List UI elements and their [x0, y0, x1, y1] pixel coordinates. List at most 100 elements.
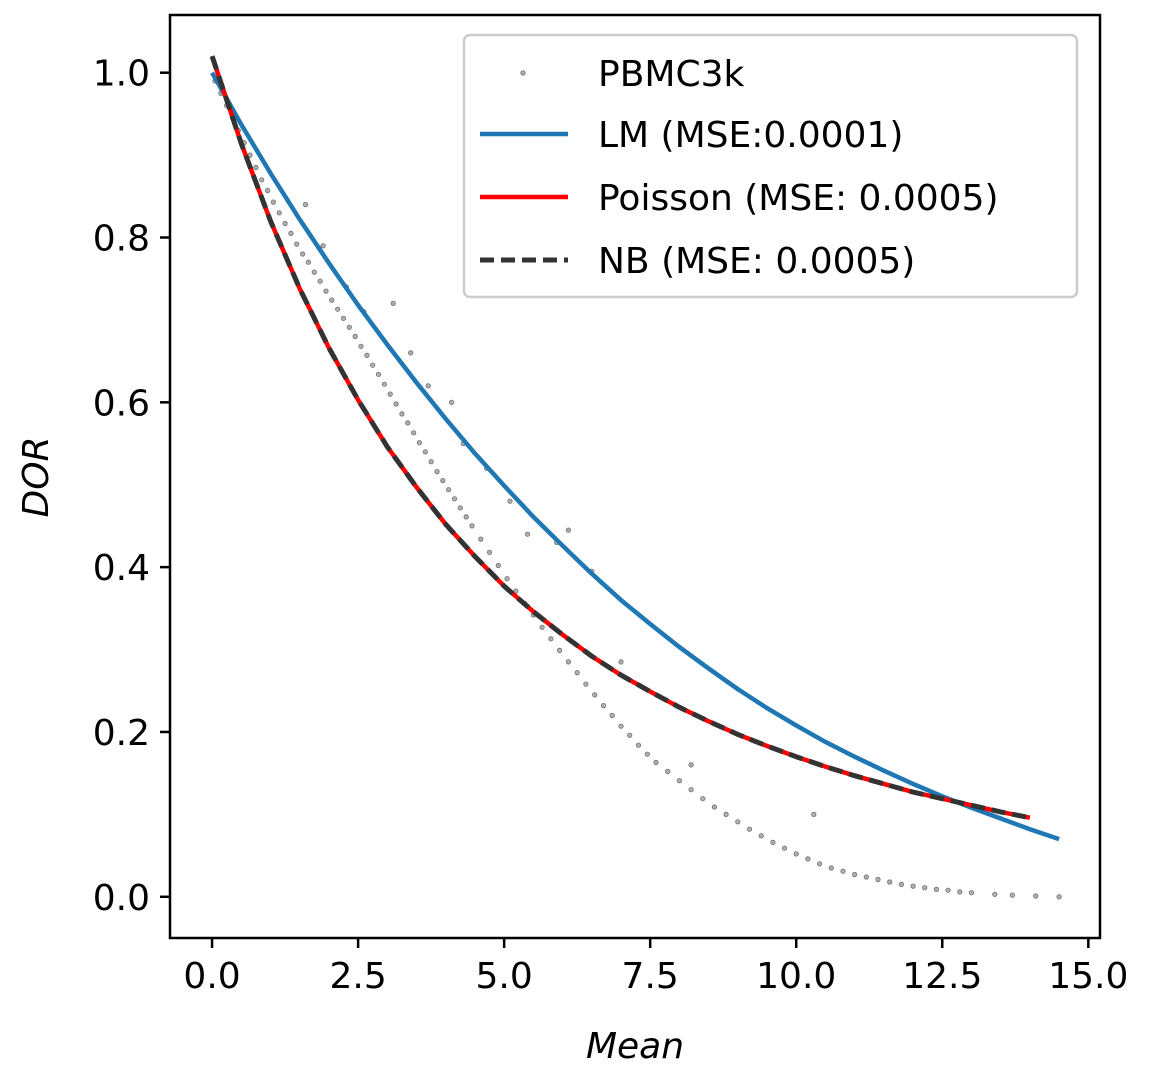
scatter-point [425, 383, 431, 389]
y-axis-title: DOR [16, 436, 57, 517]
scatter-point [653, 759, 659, 766]
scatter-point [495, 562, 501, 569]
scatter-point [320, 243, 326, 249]
scatter-point [486, 549, 493, 555]
scatter-point [957, 889, 963, 895]
data-group [209, 55, 1062, 900]
scatter-point [340, 315, 347, 321]
scatter-point [399, 411, 405, 417]
scatter-point [253, 164, 259, 171]
scatter-point [1009, 892, 1016, 898]
scatter-point [592, 692, 598, 698]
scatter-point [329, 297, 335, 303]
scatter-point [548, 636, 554, 642]
x-tick-label: 5.0 [476, 956, 533, 997]
scatter-point [618, 723, 624, 729]
x-tick-label: 12.5 [902, 956, 982, 997]
scatter-point [311, 269, 317, 275]
scatter-point [583, 681, 589, 687]
scatter-point [711, 804, 718, 810]
x-tick-label: 10.0 [756, 956, 836, 997]
scatter-point [410, 430, 417, 436]
scatter-point [539, 624, 545, 630]
scatter-point [346, 324, 352, 330]
legend-label: NB (MSE: 0.0005) [598, 241, 915, 282]
scatter-point [840, 868, 846, 874]
scatter-point [635, 742, 642, 748]
scatter-point [428, 459, 434, 465]
scatter-point [688, 762, 694, 768]
y-tick-label: 1.0 [93, 54, 150, 95]
y-tick-label: 0.8 [93, 219, 150, 260]
scatter-point [524, 531, 531, 537]
scatter-point [793, 851, 799, 857]
scatter-point [1033, 893, 1039, 899]
scatter-point [574, 669, 580, 676]
scatter-point [288, 230, 294, 236]
scatter-point [264, 187, 271, 194]
scatter-point [565, 527, 572, 533]
scatter-point [299, 251, 306, 257]
legend-label: LM (MSE:0.0001) [598, 115, 903, 156]
scatter-point [270, 199, 276, 205]
scatter-point [665, 768, 671, 775]
scatter-point [618, 659, 624, 665]
scatter-point [781, 845, 788, 851]
scatter-point [898, 881, 905, 888]
scatter-point [875, 876, 881, 883]
scatter-point [282, 220, 288, 227]
scatter-point [463, 514, 469, 520]
scatter-point [390, 300, 396, 306]
y-tick-label: 0.6 [93, 383, 150, 424]
scatter-point [851, 871, 858, 878]
scatter-point [323, 288, 329, 294]
x-tick-label: 15.0 [1048, 956, 1128, 997]
scatter-point [478, 536, 484, 542]
axes: 0.0 2.5 5.0 7.5 10.0 12.5 15.0 0.0 0.2 0.4 0.6 0.8 1… [93, 13, 1128, 997]
scatter-point [335, 306, 341, 312]
scatter-point [448, 399, 455, 405]
scatter-point [469, 523, 475, 529]
scatter-point [381, 381, 387, 387]
scatter-point [688, 787, 694, 793]
legend-label: Poisson (MSE: 0.0005) [598, 178, 999, 219]
x-tick-label: 2.5 [329, 956, 386, 997]
scatter-point [746, 826, 753, 832]
x-axis-title: Mean [586, 1026, 684, 1067]
scatter-point [887, 879, 893, 885]
scatter-point [600, 702, 607, 709]
scatter-point [387, 391, 393, 397]
scatter-point [565, 659, 572, 665]
scatter-point [375, 371, 382, 377]
scatter-point [758, 833, 764, 839]
scatter-point [644, 751, 650, 757]
scatter-point [393, 401, 399, 407]
line-series-3 [209, 55, 1031, 821]
scatter-point [445, 487, 452, 493]
scatter-point [992, 891, 998, 897]
legend-label: PBMC3k [598, 54, 745, 95]
scatter-point [805, 856, 811, 862]
scatter-point [317, 278, 323, 284]
scatter-point [364, 352, 370, 358]
y-tick-label: 0.4 [93, 548, 150, 589]
scatter-point [863, 874, 869, 880]
scatter-point [945, 887, 951, 893]
scatter-point [811, 811, 817, 818]
scatter-point [609, 712, 615, 719]
y-tick-label: 0.0 [93, 878, 150, 919]
scatter-point [434, 468, 440, 475]
scatter-point [723, 811, 729, 818]
scatter-point [370, 362, 376, 368]
scatter-point [352, 333, 358, 339]
scatter-point [259, 177, 265, 183]
scatter-point [294, 241, 300, 247]
scatter-point [405, 420, 411, 426]
scatter-point [700, 796, 706, 802]
scatter-point [770, 839, 776, 846]
scatter-point [735, 819, 741, 825]
scatter-point [627, 732, 633, 738]
plot-area [209, 55, 1062, 900]
scatter-point [457, 505, 463, 511]
